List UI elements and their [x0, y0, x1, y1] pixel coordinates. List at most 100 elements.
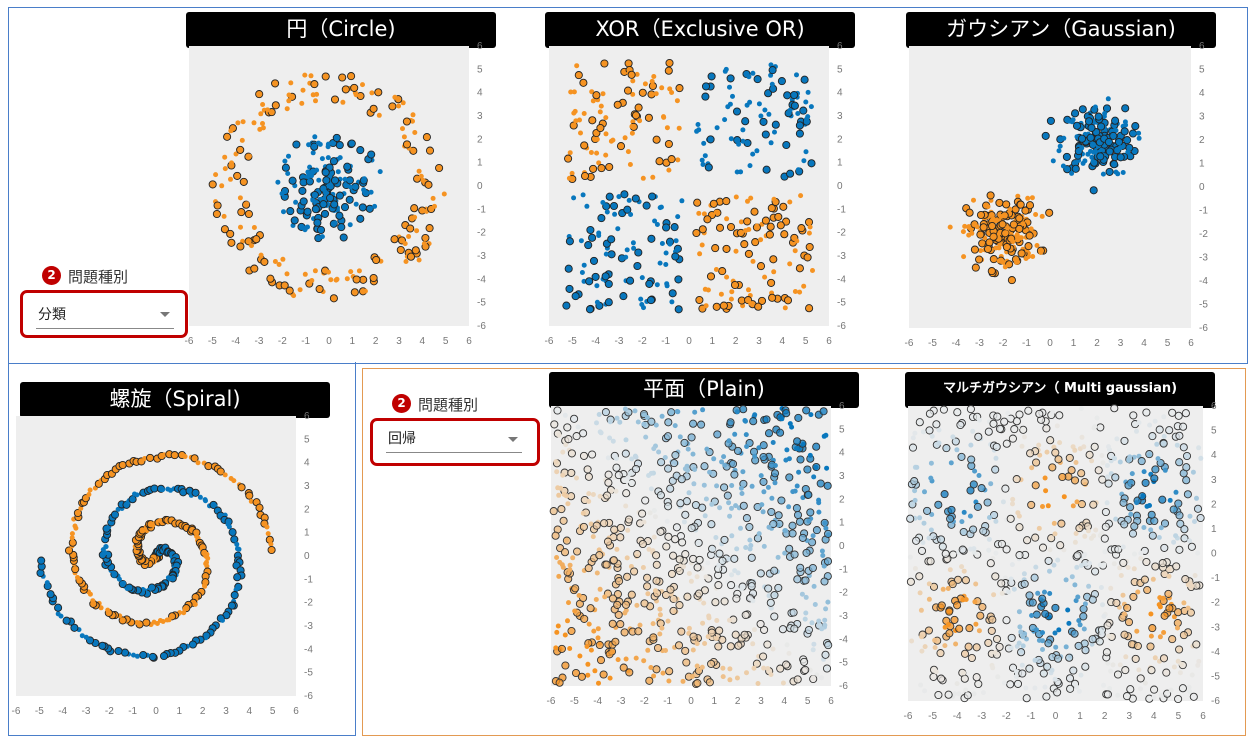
data-point — [1021, 571, 1027, 577]
data-point — [811, 474, 817, 480]
data-point — [984, 638, 993, 647]
data-point — [706, 613, 712, 619]
data-point — [733, 503, 739, 509]
data-point — [560, 472, 566, 478]
data-point — [736, 141, 742, 147]
data-point — [1065, 653, 1074, 662]
data-point — [750, 151, 756, 157]
data-point — [1089, 458, 1095, 464]
data-point — [1177, 670, 1183, 676]
data-point — [682, 466, 688, 472]
data-point — [309, 173, 314, 179]
data-point — [1070, 476, 1080, 485]
data-point — [1065, 453, 1074, 462]
data-point — [190, 454, 199, 463]
chevron-down-icon[interactable] — [508, 437, 518, 442]
data-point — [824, 529, 833, 538]
data-point — [651, 446, 657, 452]
data-point — [1045, 503, 1051, 509]
data-point — [726, 500, 732, 506]
data-point — [316, 177, 322, 183]
data-point — [557, 559, 563, 565]
data-point — [580, 171, 590, 181]
data-point — [934, 690, 943, 700]
data-point — [653, 422, 659, 428]
problem-type-select[interactable]: 回帰 — [388, 431, 416, 447]
data-point — [78, 505, 84, 511]
data-point — [588, 450, 597, 459]
data-point — [601, 272, 610, 281]
data-point — [772, 129, 777, 135]
data-point — [964, 642, 973, 651]
x-tick-label: -2 — [640, 696, 649, 707]
classification-frame — [8, 7, 1248, 364]
x-tick-label: 3 — [758, 696, 764, 707]
data-point — [315, 284, 324, 294]
data-point — [258, 252, 264, 258]
data-point — [1173, 533, 1179, 539]
data-point — [954, 447, 960, 453]
data-point — [742, 514, 751, 523]
x-tick-label: 6 — [826, 336, 832, 347]
data-point — [680, 678, 686, 684]
data-point — [139, 650, 148, 660]
data-point — [823, 525, 829, 531]
data-point — [1126, 503, 1135, 512]
data-point — [998, 220, 1007, 229]
data-point — [750, 207, 759, 216]
data-point — [1031, 533, 1040, 542]
data-point — [1118, 573, 1124, 578]
data-point — [917, 546, 927, 555]
data-point — [118, 460, 127, 470]
data-point — [748, 301, 754, 306]
data-point — [591, 628, 597, 634]
step-badge: 2 — [42, 266, 61, 285]
data-point — [726, 438, 732, 444]
data-point — [369, 104, 378, 113]
data-point — [822, 622, 828, 628]
problem-type-select[interactable]: 分類 — [38, 307, 66, 323]
data-point — [782, 305, 788, 311]
data-point — [1097, 562, 1103, 568]
chevron-down-icon[interactable] — [160, 312, 170, 317]
data-point — [953, 601, 962, 610]
data-point — [978, 248, 984, 254]
data-point — [741, 117, 750, 126]
data-point — [1010, 496, 1016, 502]
data-point — [603, 152, 609, 158]
data-point — [953, 641, 959, 647]
data-point — [611, 637, 620, 646]
data-point — [734, 409, 740, 415]
data-point — [1178, 661, 1184, 667]
data-point — [676, 499, 685, 508]
data-point — [1063, 644, 1069, 650]
data-point — [594, 299, 600, 305]
data-point — [698, 225, 707, 234]
data-point — [330, 95, 340, 104]
data-point — [633, 549, 642, 559]
data-point — [624, 515, 634, 524]
data-point — [739, 501, 748, 510]
data-point — [1032, 610, 1041, 619]
data-point — [609, 556, 618, 565]
data-point — [694, 641, 700, 647]
data-point — [783, 296, 793, 305]
data-point — [610, 525, 619, 534]
data-point — [802, 406, 811, 415]
data-point — [572, 608, 578, 614]
y-tick-label: 0 — [839, 541, 845, 552]
data-point — [1071, 164, 1080, 173]
data-point — [664, 518, 670, 524]
data-point — [804, 116, 810, 122]
data-point — [914, 464, 920, 470]
data-point — [788, 529, 797, 538]
data-point — [1074, 564, 1080, 570]
data-point — [822, 617, 828, 623]
y-tick-label: 1 — [839, 518, 845, 529]
data-point — [329, 294, 338, 303]
data-point — [770, 612, 779, 621]
data-point — [577, 117, 582, 123]
data-point — [634, 103, 643, 112]
data-point — [556, 432, 562, 438]
